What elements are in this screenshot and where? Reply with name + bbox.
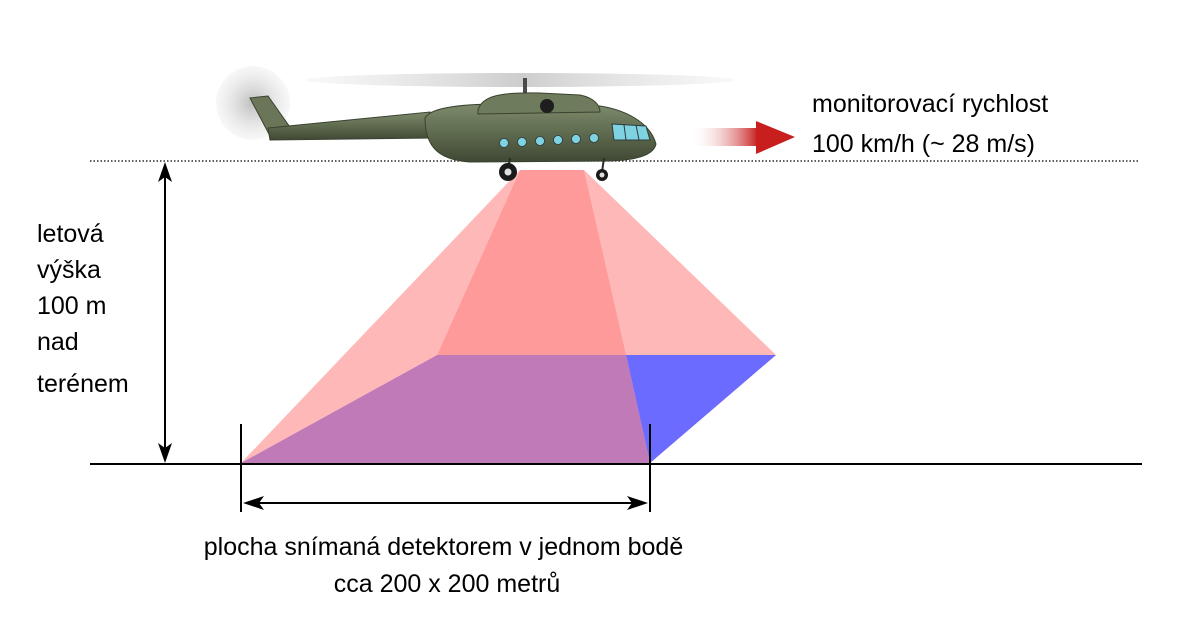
speed-label-line1: monitorovací rychlost bbox=[812, 90, 1048, 118]
footprint-width-arrow bbox=[240, 424, 651, 512]
footprint-label-line1: plocha snímaná detektorem v jednom bodě bbox=[204, 533, 683, 561]
altitude-label-line1: letová bbox=[37, 220, 104, 248]
speed-arrow bbox=[690, 121, 795, 154]
altitude-label-line4: nad bbox=[37, 328, 79, 356]
altitude-label-line5: terénem bbox=[37, 370, 129, 398]
altitude-label: letová výška 100 m nad terénem bbox=[37, 220, 129, 398]
beam-back-face bbox=[437, 170, 626, 355]
helicopter-icon bbox=[216, 66, 735, 181]
detection-beam bbox=[241, 170, 776, 463]
speed-label-line2: 100 km/h (~ 28 m/s) bbox=[812, 130, 1035, 158]
altitude-arrow bbox=[108, 162, 175, 465]
footprint-label-line2: cca 200 x 200 metrů bbox=[334, 570, 561, 598]
main-rotor bbox=[305, 73, 735, 87]
speed-label: monitorovací rychlost 100 km/h (~ 28 m/s… bbox=[812, 90, 1055, 158]
altitude-label-line2: výška bbox=[37, 256, 101, 284]
footprint-side-face bbox=[626, 355, 776, 463]
footprint-label: plocha snímaná detektorem v jednom bodě … bbox=[204, 533, 690, 598]
beam-left-face bbox=[241, 170, 520, 463]
altitude-label-line3: 100 m bbox=[37, 292, 106, 320]
cabin-windows bbox=[499, 133, 599, 148]
footprint-front-face bbox=[241, 355, 650, 463]
